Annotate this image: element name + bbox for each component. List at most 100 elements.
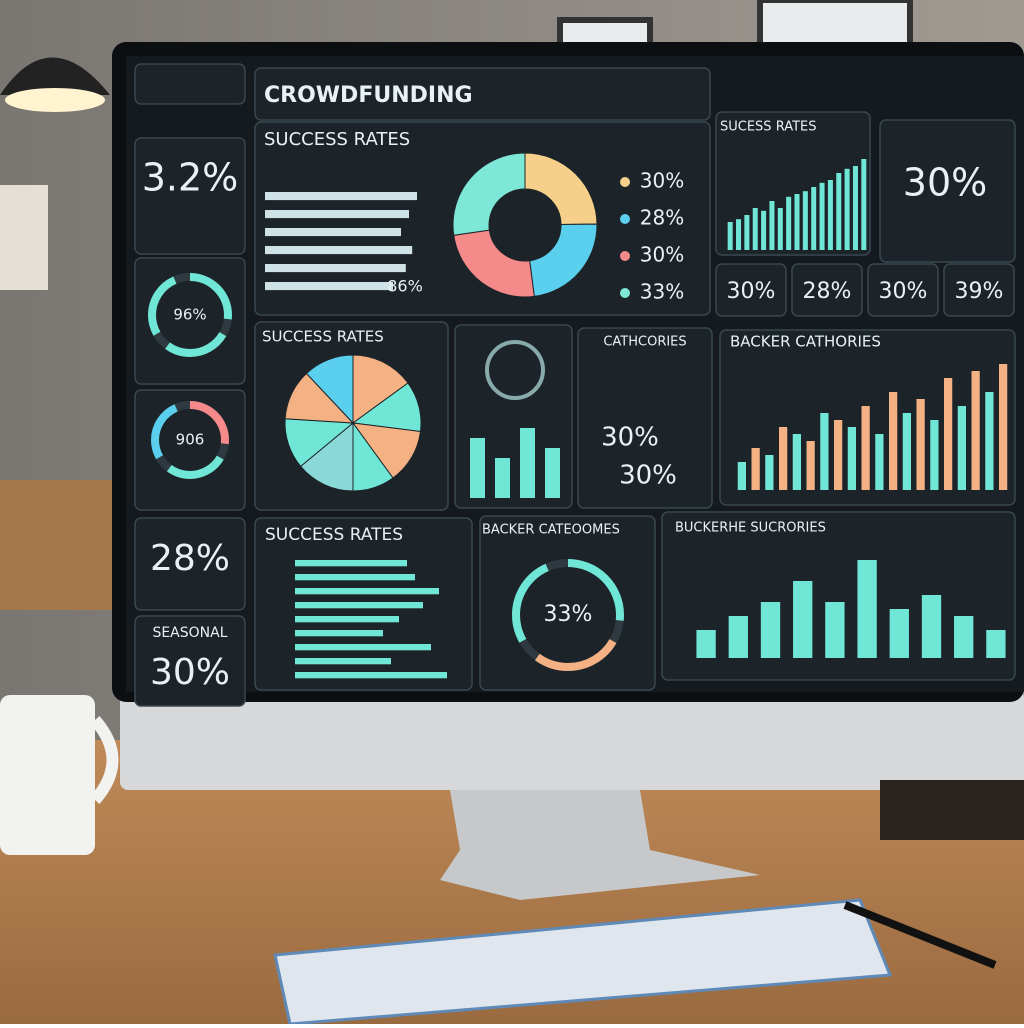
- poster: [0, 185, 48, 290]
- bar: [819, 182, 825, 250]
- bar: [944, 378, 953, 490]
- label: 30%: [640, 169, 684, 193]
- label: 30%: [601, 423, 659, 453]
- bar: [971, 371, 980, 490]
- panel: [134, 615, 246, 707]
- bar: [954, 616, 974, 658]
- side-desk: [0, 480, 120, 610]
- bar: [265, 264, 406, 273]
- bar: [728, 616, 748, 658]
- label: CATHCORIES: [603, 335, 686, 350]
- bar: [295, 672, 447, 679]
- bar: [295, 574, 415, 581]
- label: 906: [176, 431, 205, 449]
- monitor-chin: [120, 690, 1024, 790]
- label: 86%: [387, 277, 423, 296]
- ring-arc: [148, 273, 232, 357]
- label: 28%: [150, 538, 230, 579]
- bar: [265, 192, 417, 201]
- label: 39%: [955, 279, 1004, 304]
- label: 33%: [544, 602, 593, 627]
- label: 30%: [879, 279, 928, 304]
- bar: [820, 413, 829, 490]
- panel: [134, 137, 246, 255]
- bar: [793, 581, 813, 658]
- bar: [295, 658, 391, 665]
- panel: [943, 263, 1015, 317]
- bar: [470, 438, 485, 498]
- bar: [825, 602, 845, 658]
- panel: [254, 67, 711, 121]
- label: 96%: [173, 306, 206, 324]
- label: BACKER CATHORIES: [730, 333, 881, 351]
- legend-dot: [620, 288, 630, 298]
- label: SEASONAL: [152, 625, 227, 641]
- legend-dot: [620, 177, 630, 187]
- bar: [836, 173, 842, 250]
- label: 30%: [619, 461, 677, 491]
- panel: [577, 327, 713, 509]
- mug-handle: [90, 716, 119, 804]
- panel: [879, 119, 1016, 263]
- bar: [295, 644, 431, 651]
- bar: [861, 406, 870, 490]
- bar: [875, 434, 884, 490]
- bar: [495, 458, 510, 498]
- bar: [802, 191, 808, 250]
- monitor-stand: [440, 790, 760, 900]
- label: 3.2%: [142, 156, 239, 200]
- bar: [792, 434, 801, 490]
- bar: [834, 420, 843, 490]
- label: 30%: [640, 243, 684, 267]
- bar: [916, 399, 925, 490]
- panel: [867, 263, 939, 317]
- notebook: [880, 780, 1024, 840]
- bar: [806, 441, 815, 490]
- bar: [889, 609, 909, 658]
- label: SUCCESS RATES: [262, 328, 384, 346]
- dashboard: CROWDFUNDING 3.2% 96% 906 28% SEASONAL 30% SUCC…: [134, 63, 1016, 707]
- mug: [0, 695, 95, 855]
- bar: [744, 215, 750, 250]
- bar: [760, 602, 781, 658]
- ring-arc: [512, 559, 624, 671]
- bar: [827, 180, 833, 250]
- slice: [305, 354, 354, 425]
- bar: [295, 560, 407, 567]
- bar: [265, 210, 409, 219]
- label: 33%: [640, 280, 684, 304]
- bar: [765, 455, 774, 490]
- bar: [752, 208, 758, 250]
- bar: [779, 427, 788, 490]
- bar: [902, 413, 911, 490]
- bar: [861, 159, 867, 250]
- bar: [777, 208, 783, 250]
- lamp: [0, 57, 110, 95]
- bar: [295, 616, 399, 623]
- label: BUCKERHE SUCRORIES: [675, 521, 826, 536]
- panel: [134, 517, 246, 611]
- slice: [351, 422, 422, 479]
- bar: [769, 201, 775, 250]
- label: SUCCESS RATES: [265, 525, 403, 545]
- bar: [727, 222, 733, 250]
- bar: [545, 448, 560, 498]
- ring-arc: [151, 401, 229, 479]
- icon: [485, 340, 545, 400]
- label: 30%: [727, 279, 776, 304]
- label: 28%: [803, 279, 852, 304]
- bar: [761, 210, 767, 250]
- label: 28%: [640, 206, 684, 230]
- ring-arc: [148, 273, 232, 357]
- bar: [930, 420, 939, 490]
- bar: [696, 630, 716, 658]
- bar: [794, 194, 800, 250]
- bar: [295, 630, 383, 637]
- bar: [295, 602, 423, 609]
- bar: [889, 392, 898, 490]
- ring-arc: [512, 559, 624, 671]
- bar: [295, 588, 439, 595]
- bar: [847, 427, 856, 490]
- bar: [921, 595, 942, 658]
